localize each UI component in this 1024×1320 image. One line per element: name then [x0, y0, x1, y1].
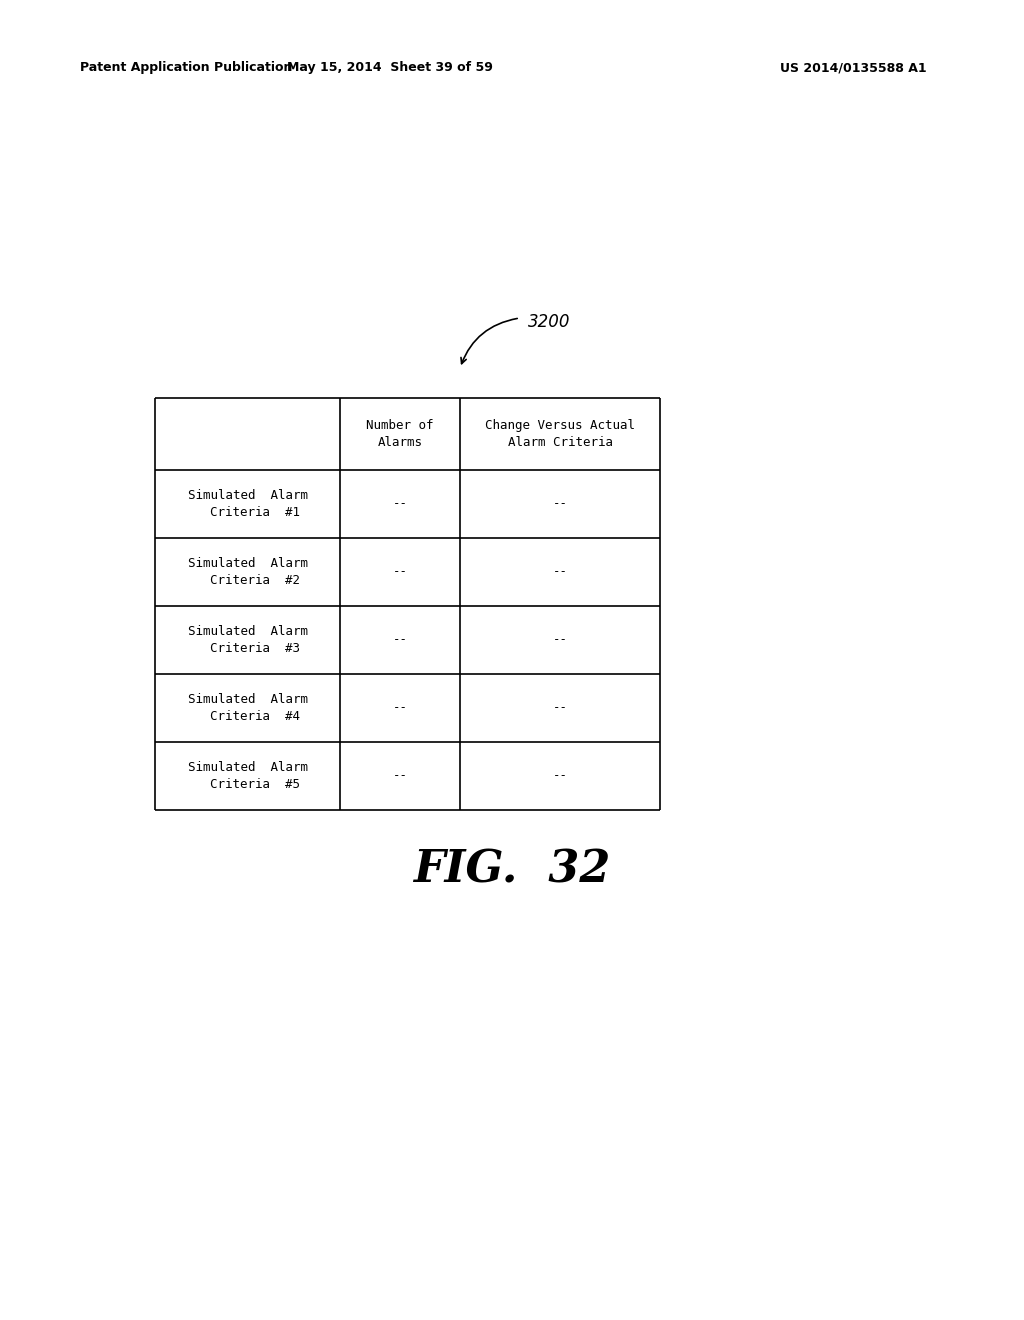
Text: Number of
Alarms: Number of Alarms [367, 418, 434, 449]
Text: --: -- [553, 565, 567, 578]
Text: Simulated  Alarm
  Criteria  #1: Simulated Alarm Criteria #1 [187, 488, 307, 519]
Text: Patent Application Publication: Patent Application Publication [80, 62, 293, 74]
Text: 3200: 3200 [528, 313, 570, 331]
Text: Simulated  Alarm
  Criteria  #5: Simulated Alarm Criteria #5 [187, 762, 307, 791]
Text: --: -- [392, 498, 408, 511]
Text: --: -- [553, 498, 567, 511]
Text: FIG.  32: FIG. 32 [414, 849, 610, 891]
Text: Change Versus Actual
Alarm Criteria: Change Versus Actual Alarm Criteria [485, 418, 635, 449]
Text: --: -- [392, 565, 408, 578]
Text: --: -- [553, 770, 567, 783]
Text: --: -- [553, 634, 567, 647]
Text: Simulated  Alarm
  Criteria  #3: Simulated Alarm Criteria #3 [187, 624, 307, 655]
Text: --: -- [553, 701, 567, 714]
Text: --: -- [392, 770, 408, 783]
Text: --: -- [392, 701, 408, 714]
Text: --: -- [392, 634, 408, 647]
Text: US 2014/0135588 A1: US 2014/0135588 A1 [780, 62, 927, 74]
Text: Simulated  Alarm
  Criteria  #2: Simulated Alarm Criteria #2 [187, 557, 307, 587]
Text: May 15, 2014  Sheet 39 of 59: May 15, 2014 Sheet 39 of 59 [287, 62, 493, 74]
Text: Simulated  Alarm
  Criteria  #4: Simulated Alarm Criteria #4 [187, 693, 307, 723]
